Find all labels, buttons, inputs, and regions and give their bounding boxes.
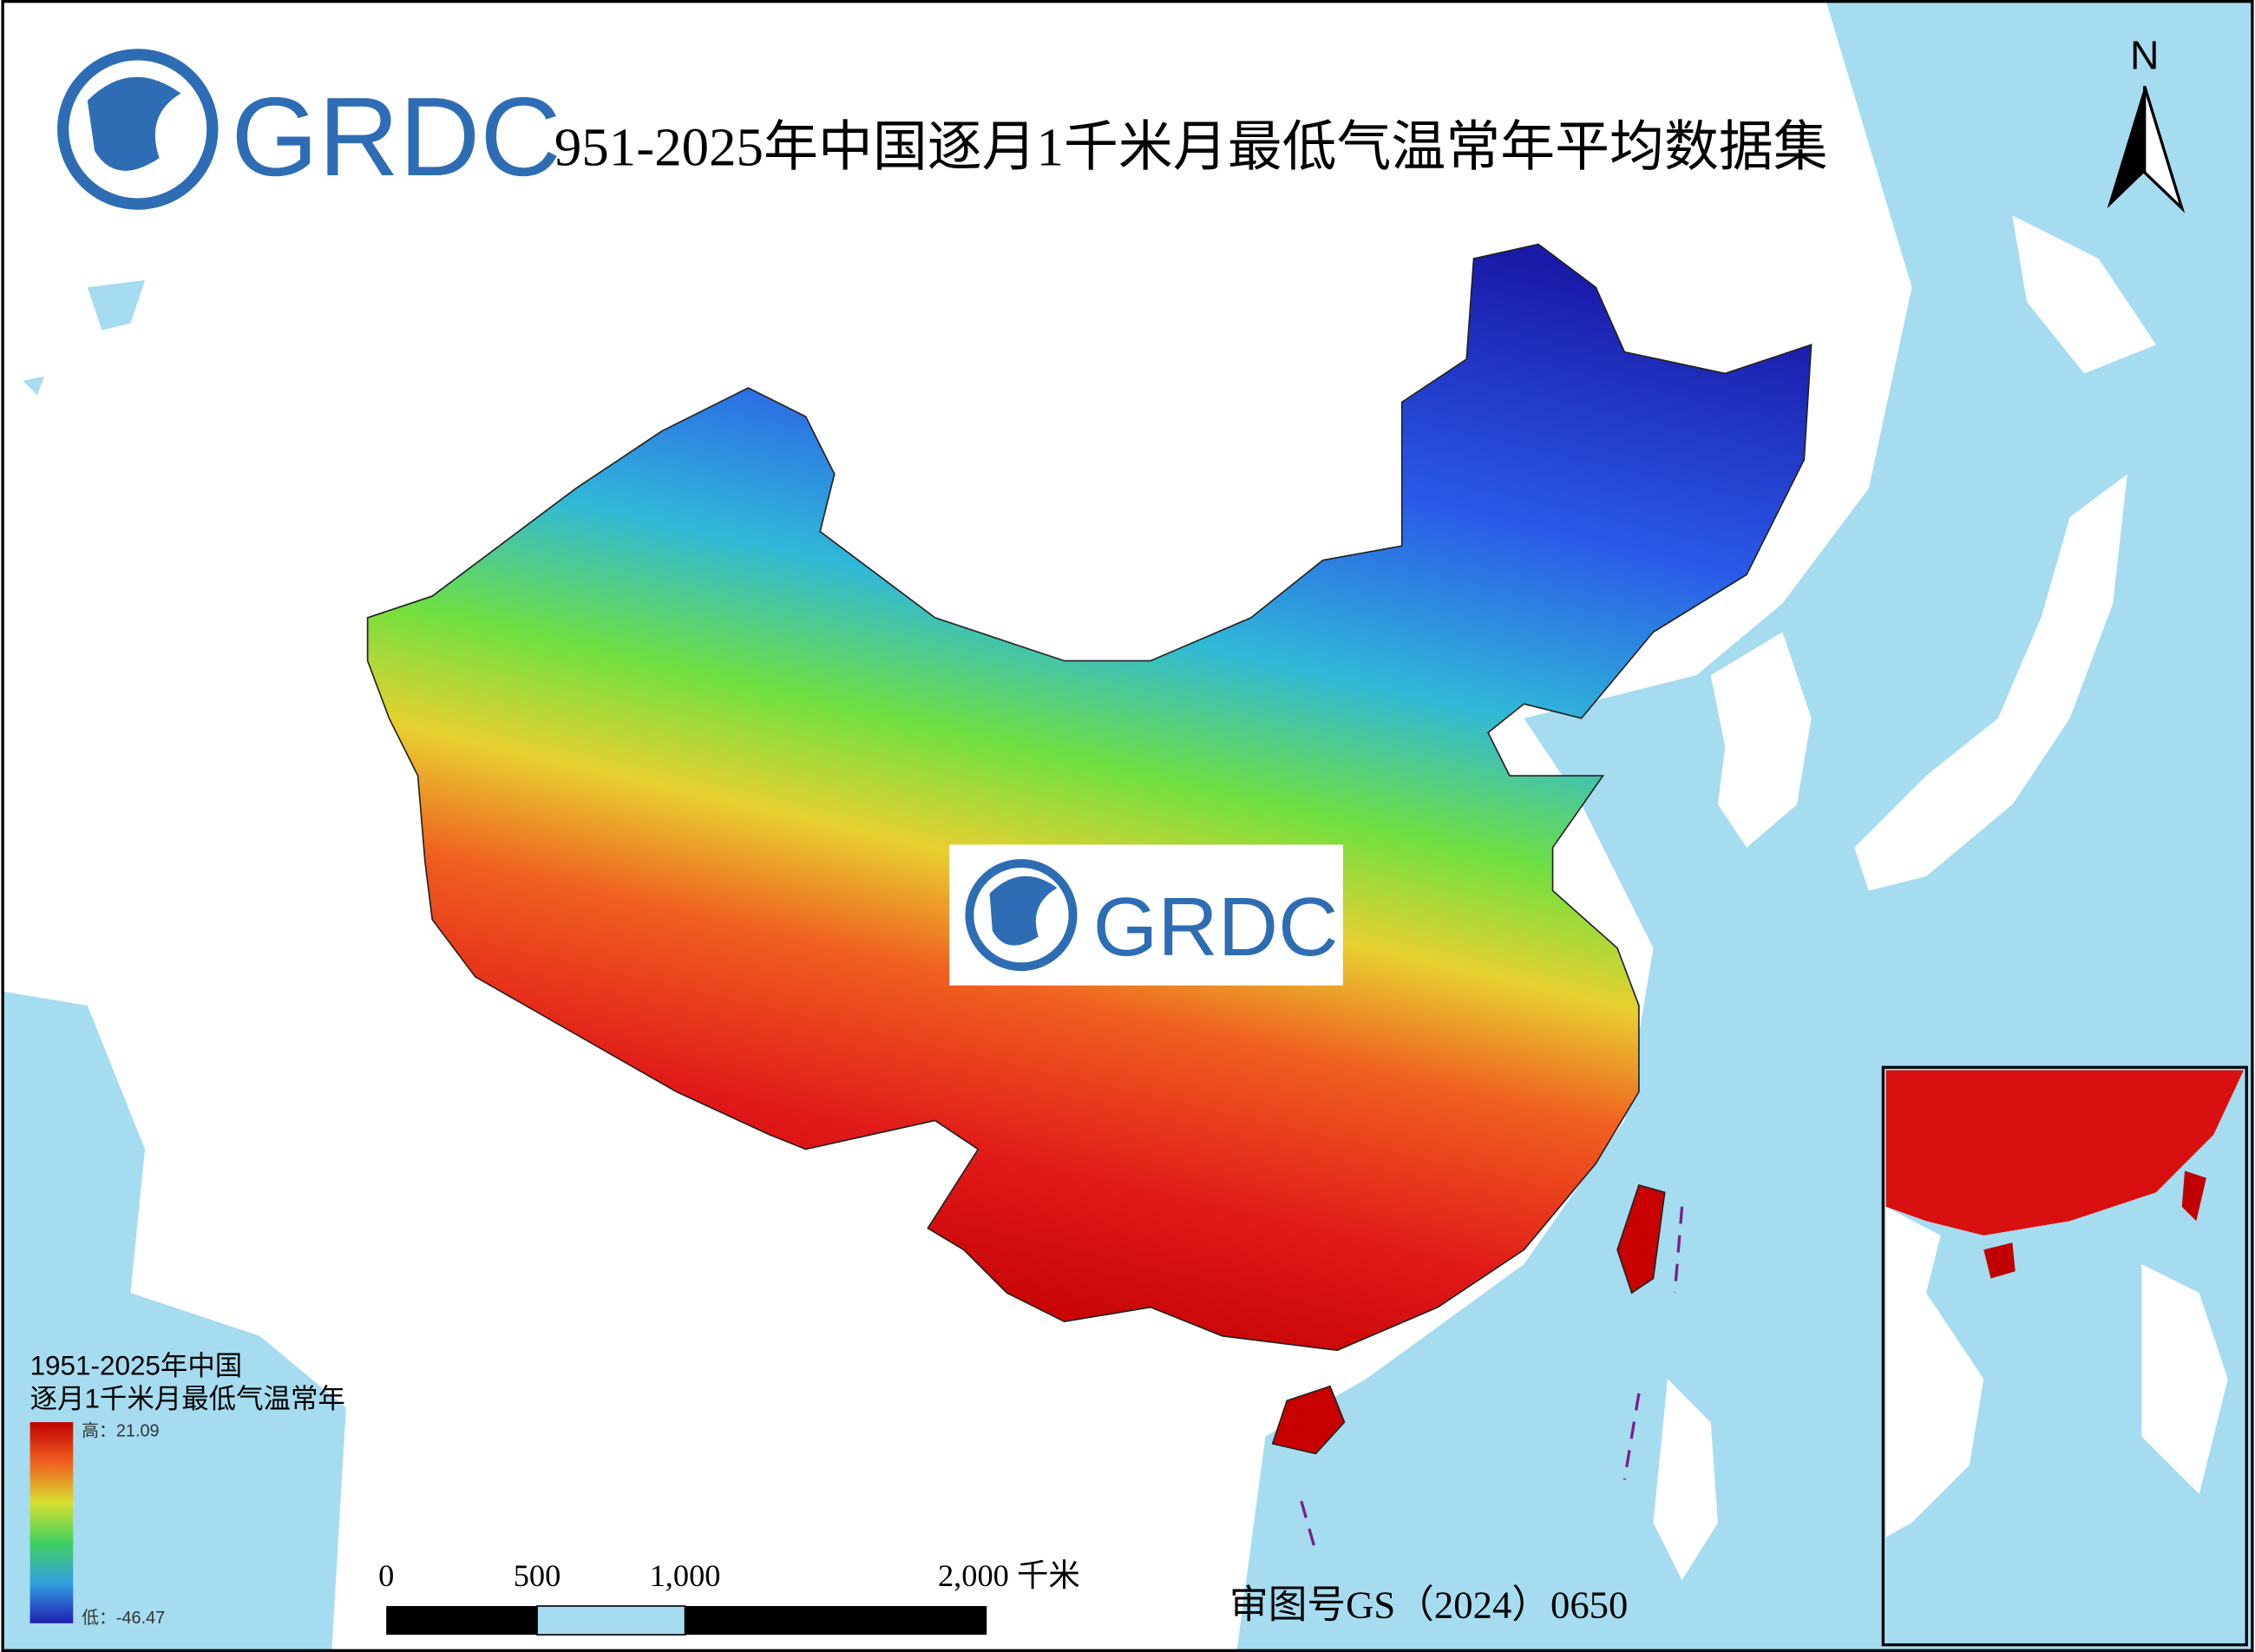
scale-segment xyxy=(536,1605,686,1636)
inset-island xyxy=(1983,1170,2206,1279)
scale-label: 0 xyxy=(378,1558,394,1593)
boundary-dash xyxy=(1300,1206,1684,1552)
logo-continent xyxy=(87,76,181,171)
watermark-text: GRDC xyxy=(1093,881,1339,974)
scale-label: 500 xyxy=(514,1558,561,1593)
korea xyxy=(1710,632,1812,848)
title: 951-2025年中国逐月1千米月最低气温常年平均数据集 xyxy=(554,116,1828,177)
legend-low: 低：-46.47 xyxy=(82,1609,165,1628)
inset-china xyxy=(1885,1070,2244,1236)
logo: GRDC xyxy=(57,49,561,210)
review-number: 审图号GS（2024）0650 xyxy=(1229,1583,1628,1626)
scale-segment xyxy=(386,1606,538,1636)
scale-bar: 0 500 1,000 2,000 千米 xyxy=(378,1558,1080,1636)
scale-label: 2,000 千米 xyxy=(938,1558,1080,1593)
logo-text: GRDC xyxy=(231,75,560,200)
sea xyxy=(1,991,346,1652)
inset-land xyxy=(2141,1263,2228,1494)
china-temperature xyxy=(366,243,1813,1352)
lake xyxy=(23,279,146,396)
legend-title: 逐月1千米月最低气温常年 xyxy=(30,1384,345,1414)
inset-land xyxy=(1885,1206,1984,1537)
japan xyxy=(1854,474,2127,891)
watermark-continent xyxy=(989,875,1058,946)
watermark: GRDC xyxy=(949,844,1343,986)
legend-title: 1951-2025年中国 xyxy=(30,1350,243,1380)
north-label: N xyxy=(2130,32,2159,77)
north-arrow-left xyxy=(2107,86,2145,209)
legend-colorbar xyxy=(29,1422,74,1623)
hokkaido xyxy=(2012,215,2156,374)
north-arrow: N xyxy=(2107,32,2186,213)
scale-segment xyxy=(685,1606,987,1636)
taiwan xyxy=(1616,1183,1666,1295)
legend-high: 高：21.09 xyxy=(82,1422,159,1441)
philippines xyxy=(1653,1379,1718,1581)
south-sea-inset xyxy=(1881,1065,2248,1647)
hainan xyxy=(1271,1385,1346,1455)
legend: 1951-2025年中国 逐月1千米月最低气温常年 高：21.09 低：-46.… xyxy=(29,1350,345,1628)
scale-label: 1,000 xyxy=(650,1558,721,1593)
